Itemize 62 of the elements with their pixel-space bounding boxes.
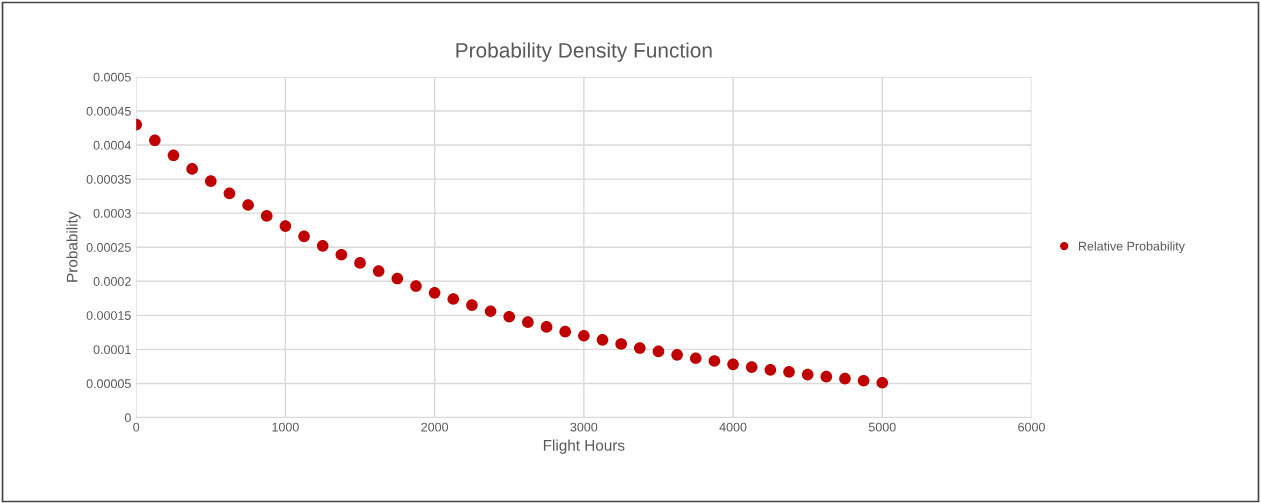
point: [260, 210, 273, 222]
point: [167, 149, 180, 162]
x-tick-label: 5000: [868, 422, 896, 432]
y-tick-label: 0.0004: [93, 140, 131, 150]
y-tick-label: 0.0005: [93, 72, 131, 82]
point: [708, 355, 721, 367]
point: [466, 299, 478, 311]
point: [689, 352, 702, 365]
x-tick-label: 1000: [272, 422, 299, 432]
y-tick-label: 0.0003: [93, 208, 131, 218]
point: [242, 199, 254, 211]
point: [857, 374, 870, 387]
point: [727, 358, 739, 371]
point: [447, 293, 460, 305]
point: [503, 310, 516, 323]
point: [578, 329, 590, 342]
y-tick-label: 0.0001: [93, 345, 131, 355]
point: [316, 240, 329, 252]
chart-title: Probability Density Function: [456, 42, 712, 62]
x-tick-label: 2000: [421, 422, 449, 432]
y-tick-label: 0.00005: [86, 379, 131, 389]
y-tick-label: 0.00045: [86, 106, 131, 116]
point: [652, 345, 665, 358]
point: [372, 265, 385, 277]
point: [764, 364, 777, 376]
point: [522, 316, 534, 328]
x-axis-title: Flight Hours: [543, 439, 625, 454]
point: [839, 372, 851, 385]
point: [876, 376, 889, 389]
y-tick-label: 0.00025: [86, 243, 131, 252]
point: [559, 325, 571, 338]
x-tick-label: 6000: [1018, 422, 1045, 432]
point: [335, 248, 348, 261]
point: [149, 134, 161, 147]
point: [298, 230, 310, 243]
point: [820, 370, 833, 383]
y-axis-title: Probability: [66, 211, 81, 282]
point: [801, 368, 814, 381]
point: [540, 321, 553, 333]
y-tick-label: 0: [124, 413, 131, 423]
point: [354, 257, 366, 269]
point: [783, 366, 795, 378]
point: [484, 305, 497, 318]
point: [633, 342, 646, 354]
point: [279, 220, 292, 232]
point: [186, 163, 198, 175]
x-tick-label: 4000: [719, 422, 747, 432]
x-tick-label: 3000: [570, 422, 598, 432]
point: [615, 338, 627, 350]
y-tick-label: 0.0002: [93, 277, 131, 286]
point: [410, 280, 422, 292]
point: [671, 349, 683, 361]
point: [391, 272, 404, 285]
point: [428, 287, 441, 299]
point: [745, 361, 758, 373]
y-tick-label: 0.00035: [86, 174, 131, 184]
x-tick-label: 0: [133, 422, 140, 432]
y-tick-label: 0.00015: [86, 311, 131, 320]
point: [596, 334, 609, 346]
legend-label: Relative Probability: [1078, 241, 1185, 254]
point: [204, 175, 217, 187]
point: [223, 187, 236, 200]
